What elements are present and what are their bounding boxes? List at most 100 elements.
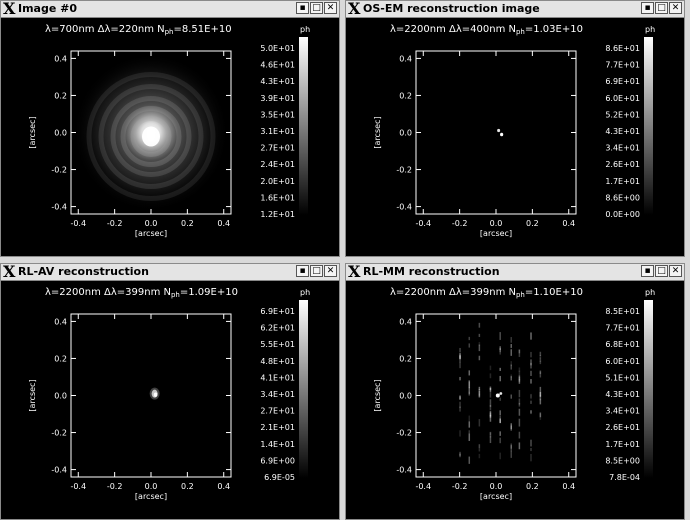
x-tick-label: 0.0 bbox=[490, 482, 503, 491]
colorbar-tick: 1.6E+01 bbox=[260, 193, 295, 202]
y-tick-label: 0.2 bbox=[399, 91, 412, 100]
colorbar-tick: 6.9E+01 bbox=[260, 307, 295, 316]
x-logo-icon: X bbox=[348, 262, 361, 281]
plot-panel: λ=2200nm Δλ=399nm Nph=1.10E+10 -0.4 -0.2 0.… bbox=[373, 287, 655, 501]
y-axis-label: [arcsec] bbox=[373, 116, 382, 148]
colorbar-tick: 4.3E+01 bbox=[260, 77, 295, 86]
colorbar-tick: 4.1E+01 bbox=[260, 373, 295, 382]
colorbar-tick: 5.1E+01 bbox=[605, 373, 640, 382]
colorbar-tick: 1.4E+01 bbox=[260, 440, 295, 449]
colorbar-tick: 3.4E+01 bbox=[260, 390, 295, 399]
x-tick-label: 0.2 bbox=[526, 219, 539, 228]
x-tick-label: 0.0 bbox=[145, 219, 158, 228]
colorbar-tick: 6.9E+00 bbox=[260, 456, 295, 465]
x-axis-label: [arcsec] bbox=[480, 492, 512, 501]
title-bar[interactable]: X RL-AV reconstruction ▪ □ ✕ bbox=[1, 264, 339, 281]
x-tick-label: 0.2 bbox=[181, 482, 194, 491]
minimize-button[interactable]: ▪ bbox=[641, 2, 654, 14]
colorbar-tick: 7.7E+01 bbox=[605, 61, 640, 70]
y-tick-label: -0.4 bbox=[396, 466, 412, 475]
header-text: λ=2200nm Δλ=399nm Nph=1.09E+10 bbox=[45, 287, 238, 299]
x-tick-label: -0.2 bbox=[107, 219, 123, 228]
plot-panel: λ=2200nm Δλ=399nm Nph=1.09E+10 -0.4 -0.2 0.… bbox=[28, 287, 310, 501]
colorbar-tick: 1.2E+01 bbox=[260, 210, 295, 219]
x-axis-label: [arcsec] bbox=[480, 229, 512, 238]
minimize-button[interactable]: ▪ bbox=[296, 2, 309, 14]
title-bar[interactable]: X OS-EM reconstruction image ▪ □ ✕ bbox=[346, 1, 684, 18]
colorbar-tick: 2.0E+01 bbox=[260, 177, 295, 186]
x-tick-label: -0.4 bbox=[70, 482, 86, 491]
maximize-button[interactable]: □ bbox=[655, 265, 668, 277]
colorbar-unit: ph bbox=[645, 288, 655, 297]
y-tick-label: 0.2 bbox=[54, 91, 67, 100]
image-area bbox=[459, 322, 542, 464]
plot-panel: λ=2200nm Δλ=400nm Nph=1.03E+10 -0.4 -0.2 0.… bbox=[373, 24, 655, 238]
maximize-button[interactable]: □ bbox=[655, 2, 668, 14]
close-button[interactable]: ✕ bbox=[324, 2, 337, 14]
image-window[interactable]: X Image #0 ▪ □ ✕ λ=700nm Δλ=220nm Nph=8.51… bbox=[0, 0, 340, 257]
x-axis-label: [arcsec] bbox=[135, 229, 167, 238]
colorbar-tick: 2.1E+01 bbox=[260, 423, 295, 432]
colorbar-unit: ph bbox=[645, 25, 655, 34]
x-tick-label: 0.2 bbox=[526, 482, 539, 491]
colorbar-tick: 8.6E+00 bbox=[605, 193, 640, 202]
colorbar-tick: 6.2E+01 bbox=[260, 324, 295, 333]
colorbar-tick: 8.6E+01 bbox=[605, 44, 640, 53]
colorbar-tick: 2.4E+01 bbox=[260, 160, 295, 169]
close-button[interactable]: ✕ bbox=[669, 2, 682, 14]
colorbar-tick: 2.6E+01 bbox=[605, 423, 640, 432]
x-tick-label: -0.2 bbox=[452, 219, 468, 228]
colorbar-tick: 4.8E+01 bbox=[260, 357, 295, 366]
colorbar bbox=[299, 300, 308, 478]
x-tick-label: 0.4 bbox=[562, 219, 575, 228]
window-title: RL-AV reconstruction bbox=[18, 265, 149, 278]
os-em-window[interactable]: X OS-EM reconstruction image ▪ □ ✕ λ=2200n… bbox=[345, 0, 685, 257]
colorbar-tick: 8.5E+01 bbox=[605, 307, 640, 316]
y-tick-label: 0.0 bbox=[399, 129, 412, 138]
maximize-button[interactable]: □ bbox=[310, 265, 323, 277]
y-tick-label: 0.0 bbox=[54, 392, 67, 401]
colorbar-tick: 3.4E+01 bbox=[605, 407, 640, 416]
rl-av-window[interactable]: X RL-AV reconstruction ▪ □ ✕ λ=2200nm Δλ=3… bbox=[0, 263, 340, 520]
x-tick-label: 0.0 bbox=[145, 482, 158, 491]
minimize-button[interactable]: ▪ bbox=[641, 265, 654, 277]
colorbar-tick: 0.0E+00 bbox=[605, 210, 640, 219]
colorbar-tick: 7.7E+01 bbox=[605, 324, 640, 333]
colorbar-tick: 1.7E+01 bbox=[605, 440, 640, 449]
x-tick-label: 0.4 bbox=[562, 482, 575, 491]
y-tick-label: 0.0 bbox=[399, 392, 412, 401]
window-title: RL-MM reconstruction bbox=[363, 265, 500, 278]
y-tick-label: 0.0 bbox=[54, 129, 67, 138]
window-title: OS-EM reconstruction image bbox=[363, 2, 540, 15]
x-tick-label: -0.2 bbox=[452, 482, 468, 491]
header-text: λ=2200nm Δλ=399nm Nph=1.10E+10 bbox=[390, 287, 583, 299]
x-logo-icon: X bbox=[3, 262, 16, 281]
minimize-button[interactable]: ▪ bbox=[296, 265, 309, 277]
y-tick-label: 0.4 bbox=[399, 317, 412, 326]
colorbar-tick: 6.0E+01 bbox=[605, 357, 640, 366]
title-bar[interactable]: X RL-MM reconstruction ▪ □ ✕ bbox=[346, 264, 684, 281]
close-button[interactable]: ✕ bbox=[324, 265, 337, 277]
header-text: λ=2200nm Δλ=400nm Nph=1.03E+10 bbox=[390, 24, 583, 36]
colorbar-tick: 1.7E+01 bbox=[605, 177, 640, 186]
colorbar-tick: 7.8E-04 bbox=[609, 473, 640, 482]
colorbar-tick: 6.9E+01 bbox=[605, 77, 640, 86]
close-button[interactable]: ✕ bbox=[669, 265, 682, 277]
y-tick-label: 0.2 bbox=[399, 354, 412, 363]
y-axis-label: [arcsec] bbox=[373, 379, 382, 411]
colorbar-tick: 6.0E+01 bbox=[605, 94, 640, 103]
x-tick-label: 0.4 bbox=[217, 482, 230, 491]
x-tick-label: 0.2 bbox=[181, 219, 194, 228]
colorbar-tick: 4.3E+01 bbox=[605, 127, 640, 136]
colorbar-tick: 3.5E+01 bbox=[260, 110, 295, 119]
image-area bbox=[149, 387, 160, 400]
x-tick-label: 0.4 bbox=[217, 219, 230, 228]
rl-mm-window[interactable]: X RL-MM reconstruction ▪ □ ✕ λ=2200nm Δλ=3… bbox=[345, 263, 685, 520]
colorbar-tick: 2.7E+01 bbox=[260, 407, 295, 416]
header-text: λ=700nm Δλ=220nm Nph=8.51E+10 bbox=[45, 24, 232, 36]
maximize-button[interactable]: □ bbox=[310, 2, 323, 14]
y-tick-label: -0.2 bbox=[396, 429, 412, 438]
title-bar[interactable]: X Image #0 ▪ □ ✕ bbox=[1, 1, 339, 18]
x-tick-label: -0.4 bbox=[415, 219, 431, 228]
colorbar bbox=[644, 300, 653, 478]
